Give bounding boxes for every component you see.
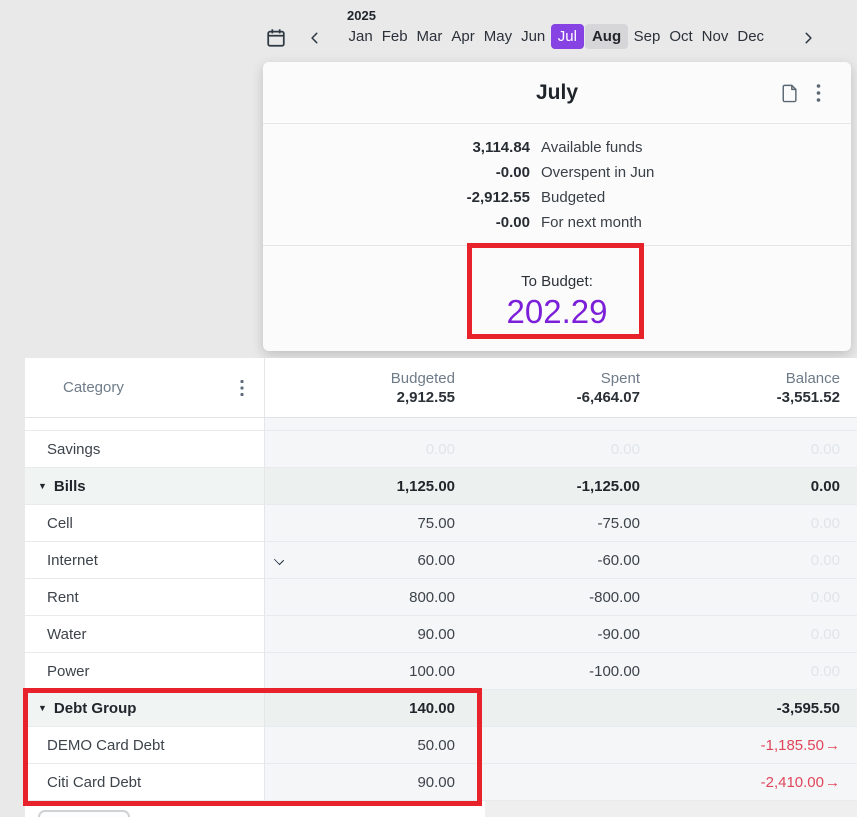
month-jan[interactable]: Jan: [348, 28, 373, 45]
budgeted-column-total: 2,912.55: [396, 388, 455, 406]
group-name[interactable]: Bills: [53, 477, 86, 495]
month-may[interactable]: May: [483, 28, 513, 45]
for-next-month-row: -0.00 For next month: [263, 210, 851, 235]
table-bottom-strip: [25, 801, 857, 817]
budget-table: Category Budgeted 2,912.55 Spent -6,464.…: [25, 358, 857, 801]
table-header: Category Budgeted 2,912.55 Spent -6,464.…: [25, 358, 857, 418]
category-name[interactable]: Savings: [47, 440, 101, 458]
month-nov[interactable]: Nov: [701, 28, 729, 45]
category-column-header: Category: [63, 379, 124, 396]
for-next-month-value: -0.00: [495, 214, 530, 231]
table-row-rent[interactable]: Rent 800.00 -800.00 0.00: [25, 579, 857, 616]
month-strip: Jan Feb Mar Apr May Jun Jul Aug Sep Oct …: [344, 24, 769, 49]
collapse-group-icon[interactable]: ▼: [38, 703, 47, 713]
budgeted-label: Budgeted: [541, 189, 606, 206]
month-apr[interactable]: Apr: [451, 28, 475, 45]
category-name[interactable]: DEMO Card Debt: [47, 736, 165, 754]
overspent-label: Overspent in Jun: [541, 164, 655, 181]
partially-visible-row: [25, 418, 857, 431]
month-summary-card: July 3,114.84 Available funds -0.00 Over…: [263, 62, 851, 351]
year-label: 2025: [347, 8, 376, 23]
to-budget-label: To Budget:: [521, 273, 593, 290]
carryover-arrow-icon: →: [825, 773, 840, 791]
spent-column-total: -6,464.07: [576, 388, 640, 406]
partially-visible-button[interactable]: [38, 810, 130, 817]
month-oct[interactable]: Oct: [669, 28, 693, 45]
table-row-power[interactable]: Power 100.00 -100.00 0.00: [25, 653, 857, 690]
budgeted-value: -2,912.55: [466, 189, 530, 206]
category-name[interactable]: Cell: [47, 514, 73, 532]
budget-cell-menu-icon[interactable]: [275, 556, 283, 564]
month-sep[interactable]: Sep: [633, 28, 661, 45]
month-mar[interactable]: Mar: [416, 28, 443, 45]
to-budget-section: To Budget: 202.29: [263, 246, 851, 331]
overspent-value: -0.00: [495, 164, 530, 181]
next-month-button[interactable]: [798, 28, 818, 48]
funds-summary: 3,114.84 Available funds -0.00 Overspent…: [263, 124, 851, 246]
table-row-savings[interactable]: Savings 0.00 0.00 0.00: [25, 431, 857, 468]
group-name[interactable]: Debt Group: [53, 699, 137, 717]
table-row-debt-group[interactable]: ▼ Debt Group 140.00 -3,595.50: [25, 690, 857, 727]
month-menu-kebab-icon[interactable]: [807, 82, 829, 104]
previous-month-button[interactable]: [305, 28, 325, 48]
balance-column-header: Balance: [785, 369, 840, 387]
category-name[interactable]: Citi Card Debt: [47, 773, 142, 791]
month-jul-selected[interactable]: Jul: [550, 24, 584, 49]
calendar-icon[interactable]: [263, 25, 289, 51]
category-name[interactable]: Water: [47, 625, 87, 643]
table-row-demo-card-debt[interactable]: DEMO Card Debt 50.00 -1,185.50 →: [25, 727, 857, 764]
available-funds-label: Available funds: [541, 139, 643, 156]
table-row-bills-group[interactable]: ▼ Bills 1,125.00 -1,125.00 0.00: [25, 468, 857, 505]
for-next-month-label: For next month: [541, 214, 642, 231]
table-row-cell[interactable]: Cell 75.00 -75.00 0.00: [25, 505, 857, 542]
budgeted-column-header: Budgeted: [390, 369, 455, 387]
table-row-water[interactable]: Water 90.00 -90.00 0.00: [25, 616, 857, 653]
to-budget-value[interactable]: 202.29: [506, 293, 608, 330]
category-name[interactable]: Power: [47, 662, 90, 680]
table-row-internet[interactable]: Internet 60.00 -60.00 0.00: [25, 542, 857, 579]
category-name[interactable]: Internet: [47, 551, 98, 569]
budgeted-row: -2,912.55 Budgeted: [263, 185, 851, 210]
available-funds-value: 3,114.84: [472, 139, 530, 156]
bottom-strip-gray: [485, 801, 857, 817]
notes-icon[interactable]: [779, 82, 801, 104]
collapse-group-icon[interactable]: ▼: [38, 481, 47, 491]
category-name[interactable]: Rent: [47, 588, 79, 606]
carryover-arrow-icon: →: [825, 736, 840, 754]
month-feb[interactable]: Feb: [381, 28, 408, 45]
month-aug[interactable]: Aug: [584, 24, 629, 49]
month-title: July: [535, 80, 579, 104]
month-card-header: July: [263, 62, 851, 124]
table-row-citi-card-debt[interactable]: Citi Card Debt 90.00 -2,410.00 →: [25, 764, 857, 801]
available-funds-row: 3,114.84 Available funds: [263, 135, 851, 160]
spent-column-header: Spent: [600, 369, 640, 387]
overspent-row: -0.00 Overspent in Jun: [263, 160, 851, 185]
month-jun[interactable]: Jun: [521, 28, 546, 45]
category-menu-kebab-icon[interactable]: [234, 378, 250, 398]
balance-column-total: -3,551.52: [776, 388, 840, 406]
month-dec[interactable]: Dec: [737, 28, 765, 45]
